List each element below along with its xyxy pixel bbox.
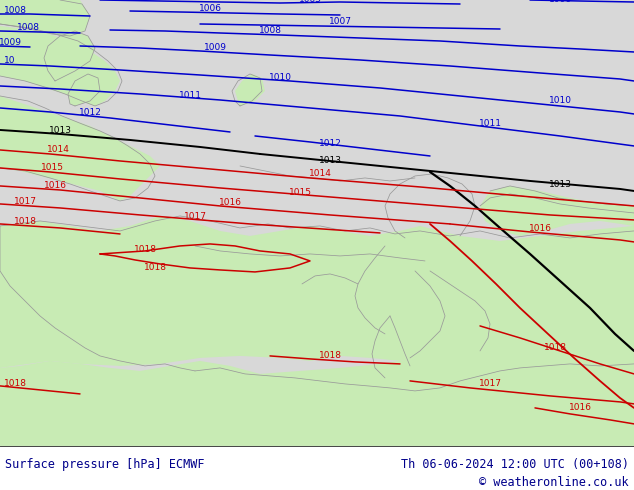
Text: 1010: 1010 (269, 74, 292, 82)
Polygon shape (0, 216, 634, 368)
Text: 1012: 1012 (318, 140, 342, 148)
Text: 1011: 1011 (479, 120, 501, 128)
Text: 1017: 1017 (13, 197, 37, 206)
Text: 1014: 1014 (46, 146, 70, 154)
Text: 1008: 1008 (16, 24, 39, 32)
Text: 1006: 1006 (198, 4, 221, 14)
Text: Surface pressure [hPa] ECMWF: Surface pressure [hPa] ECMWF (5, 458, 205, 471)
Text: 1018: 1018 (13, 218, 37, 226)
Text: 1017: 1017 (479, 379, 501, 389)
Text: 1008: 1008 (259, 26, 281, 35)
Polygon shape (0, 326, 634, 446)
Text: 1018: 1018 (543, 343, 567, 352)
Text: 1013: 1013 (548, 180, 571, 190)
Text: 1010: 1010 (548, 97, 571, 105)
Text: 1005: 1005 (299, 0, 321, 4)
Text: 1016: 1016 (44, 181, 67, 191)
Text: 1017: 1017 (183, 213, 207, 221)
Polygon shape (0, 26, 120, 106)
Polygon shape (0, 96, 160, 201)
Text: 1013: 1013 (318, 156, 342, 166)
Text: 1015: 1015 (288, 189, 311, 197)
Text: 1016: 1016 (569, 403, 592, 413)
Text: 10: 10 (4, 56, 16, 66)
Text: 1007: 1007 (328, 18, 351, 26)
Text: 1013: 1013 (48, 126, 72, 135)
Text: 1009: 1009 (204, 44, 226, 52)
Text: 1015: 1015 (41, 164, 63, 172)
Polygon shape (540, 326, 634, 366)
Polygon shape (320, 374, 390, 394)
Polygon shape (0, 0, 90, 36)
Text: 1006: 1006 (548, 0, 571, 4)
Text: 1018: 1018 (134, 245, 157, 254)
Text: Th 06-06-2024 12:00 UTC (00+108): Th 06-06-2024 12:00 UTC (00+108) (401, 458, 629, 471)
Text: 1009: 1009 (0, 39, 22, 48)
Polygon shape (44, 31, 95, 81)
Text: 1016: 1016 (529, 224, 552, 233)
Polygon shape (235, 74, 265, 106)
Polygon shape (68, 74, 100, 106)
Text: 1018: 1018 (143, 264, 167, 272)
Text: 1012: 1012 (79, 108, 101, 118)
Polygon shape (480, 186, 634, 236)
Text: 1018: 1018 (4, 379, 27, 389)
Text: 1016: 1016 (219, 198, 242, 207)
Text: 1011: 1011 (179, 92, 202, 100)
Text: 1008: 1008 (4, 6, 27, 16)
Text: © weatheronline.co.uk: © weatheronline.co.uk (479, 476, 629, 489)
Text: 1018: 1018 (318, 351, 342, 361)
Text: 1014: 1014 (309, 170, 332, 178)
